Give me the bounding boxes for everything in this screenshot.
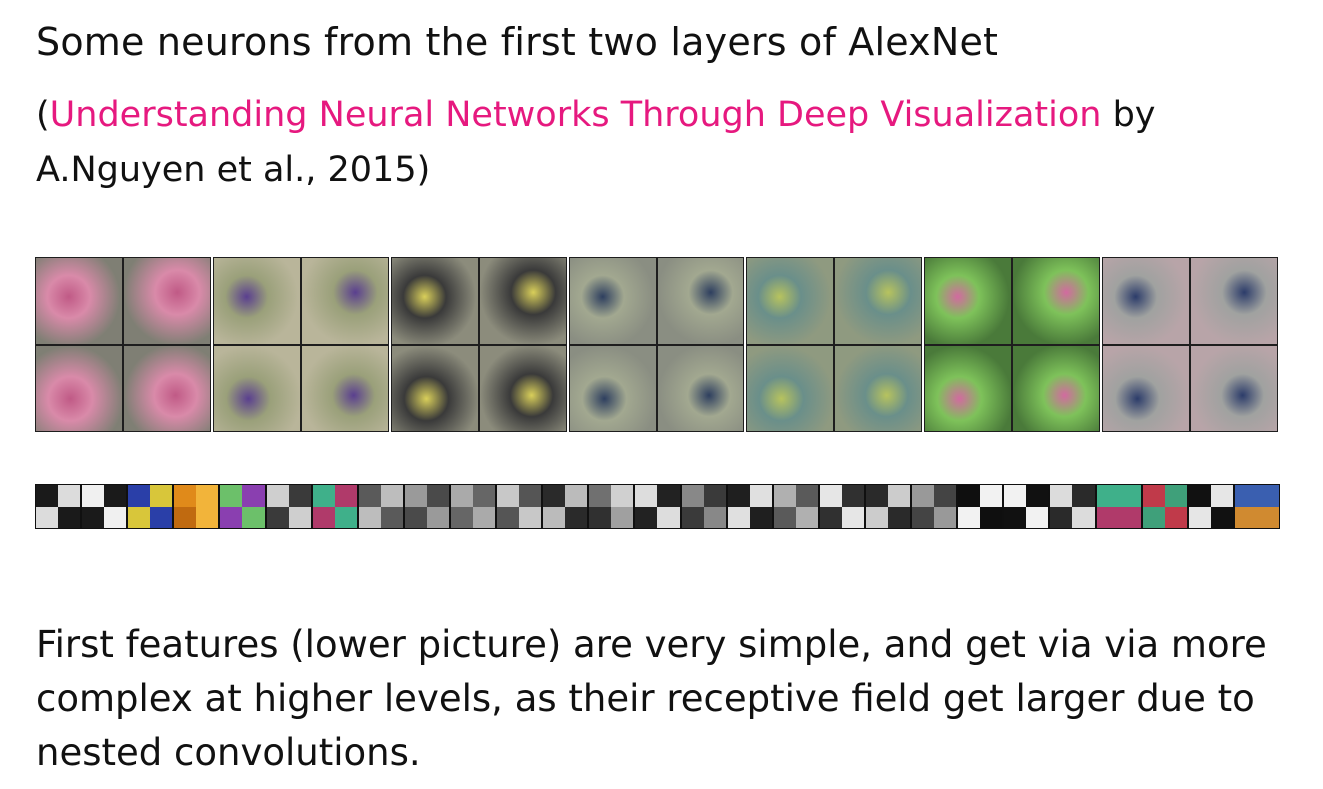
first-layer-filters [35, 484, 1280, 529]
filter-tile [1050, 485, 1095, 528]
neuron-image [569, 345, 656, 431]
neuron-image [1103, 345, 1190, 431]
filter-tile [312, 485, 357, 528]
neuron-image [213, 345, 300, 431]
filter-tile [36, 485, 81, 528]
neuron-image [1191, 258, 1278, 344]
neuron-image [479, 345, 566, 431]
filter-tile [358, 485, 403, 528]
neuron-image [1103, 258, 1190, 344]
body-text: First features (lower picture) are very … [36, 623, 1267, 774]
filter-tile [1188, 485, 1233, 528]
neuron-group-dark-curve [568, 257, 745, 432]
neuron-image [657, 258, 744, 344]
filter-tile [635, 485, 680, 528]
neuron-image [569, 258, 656, 344]
neuron-image [1191, 345, 1278, 431]
neuron-group-pink-swirl [35, 257, 211, 432]
neuron-visualizations [35, 257, 1279, 432]
neuron-image [391, 345, 478, 431]
paper-link[interactable]: Understanding Neural Networks Through De… [49, 95, 1102, 135]
filter-tile [773, 485, 818, 528]
neuron-image [123, 258, 210, 344]
filter-tile [1096, 485, 1141, 528]
neuron-group-purple-blue [212, 257, 389, 432]
neuron-image [835, 345, 922, 431]
filter-tile [128, 485, 173, 528]
neuron-image [1013, 258, 1100, 344]
filter-tile [1234, 485, 1279, 528]
filter-tile [450, 485, 496, 528]
filter-tile [681, 485, 726, 528]
neuron-image [1013, 345, 1100, 431]
filter-tile [404, 485, 449, 528]
neuron-image [301, 258, 388, 344]
filter-tile [727, 485, 772, 528]
filter-tile [958, 485, 1003, 528]
neuron-image [835, 258, 922, 344]
citation-authors: A.Nguyen et al., 2015) [36, 150, 431, 190]
filter-tile [589, 485, 634, 528]
filter-tile [819, 485, 864, 528]
filter-tile [912, 485, 957, 528]
neuron-image [36, 345, 122, 431]
neuron-image [747, 258, 834, 344]
neuron-image [301, 345, 388, 431]
neuron-image [123, 345, 210, 431]
filter-tile [497, 485, 542, 528]
neuron-group-blue-streak [1102, 257, 1279, 432]
filter-tile [266, 485, 311, 528]
filter-tile [1004, 485, 1049, 528]
neuron-image [747, 345, 834, 431]
neuron-group-striped-yellow [390, 257, 567, 432]
neuron-image [925, 345, 1012, 431]
filter-tile [543, 485, 588, 528]
slide-title: Some neurons from the first two layers o… [36, 20, 999, 64]
neuron-image [391, 258, 478, 344]
neuron-image [657, 345, 744, 431]
filter-tile [865, 485, 911, 528]
neuron-image [925, 258, 1012, 344]
filter-tile [1142, 485, 1187, 528]
citation: (Understanding Neural Networks Through D… [36, 88, 1286, 198]
citation-open-paren: ( [36, 95, 50, 135]
citation-by: by [1101, 95, 1156, 135]
neuron-image [213, 258, 300, 344]
neuron-image [36, 258, 122, 344]
neuron-image [479, 258, 566, 344]
filter-tile [82, 485, 127, 528]
neuron-group-green-yellow [746, 257, 923, 432]
filter-tile [220, 485, 265, 528]
filter-tile [174, 485, 219, 528]
neuron-group-pink-dots [924, 257, 1101, 432]
